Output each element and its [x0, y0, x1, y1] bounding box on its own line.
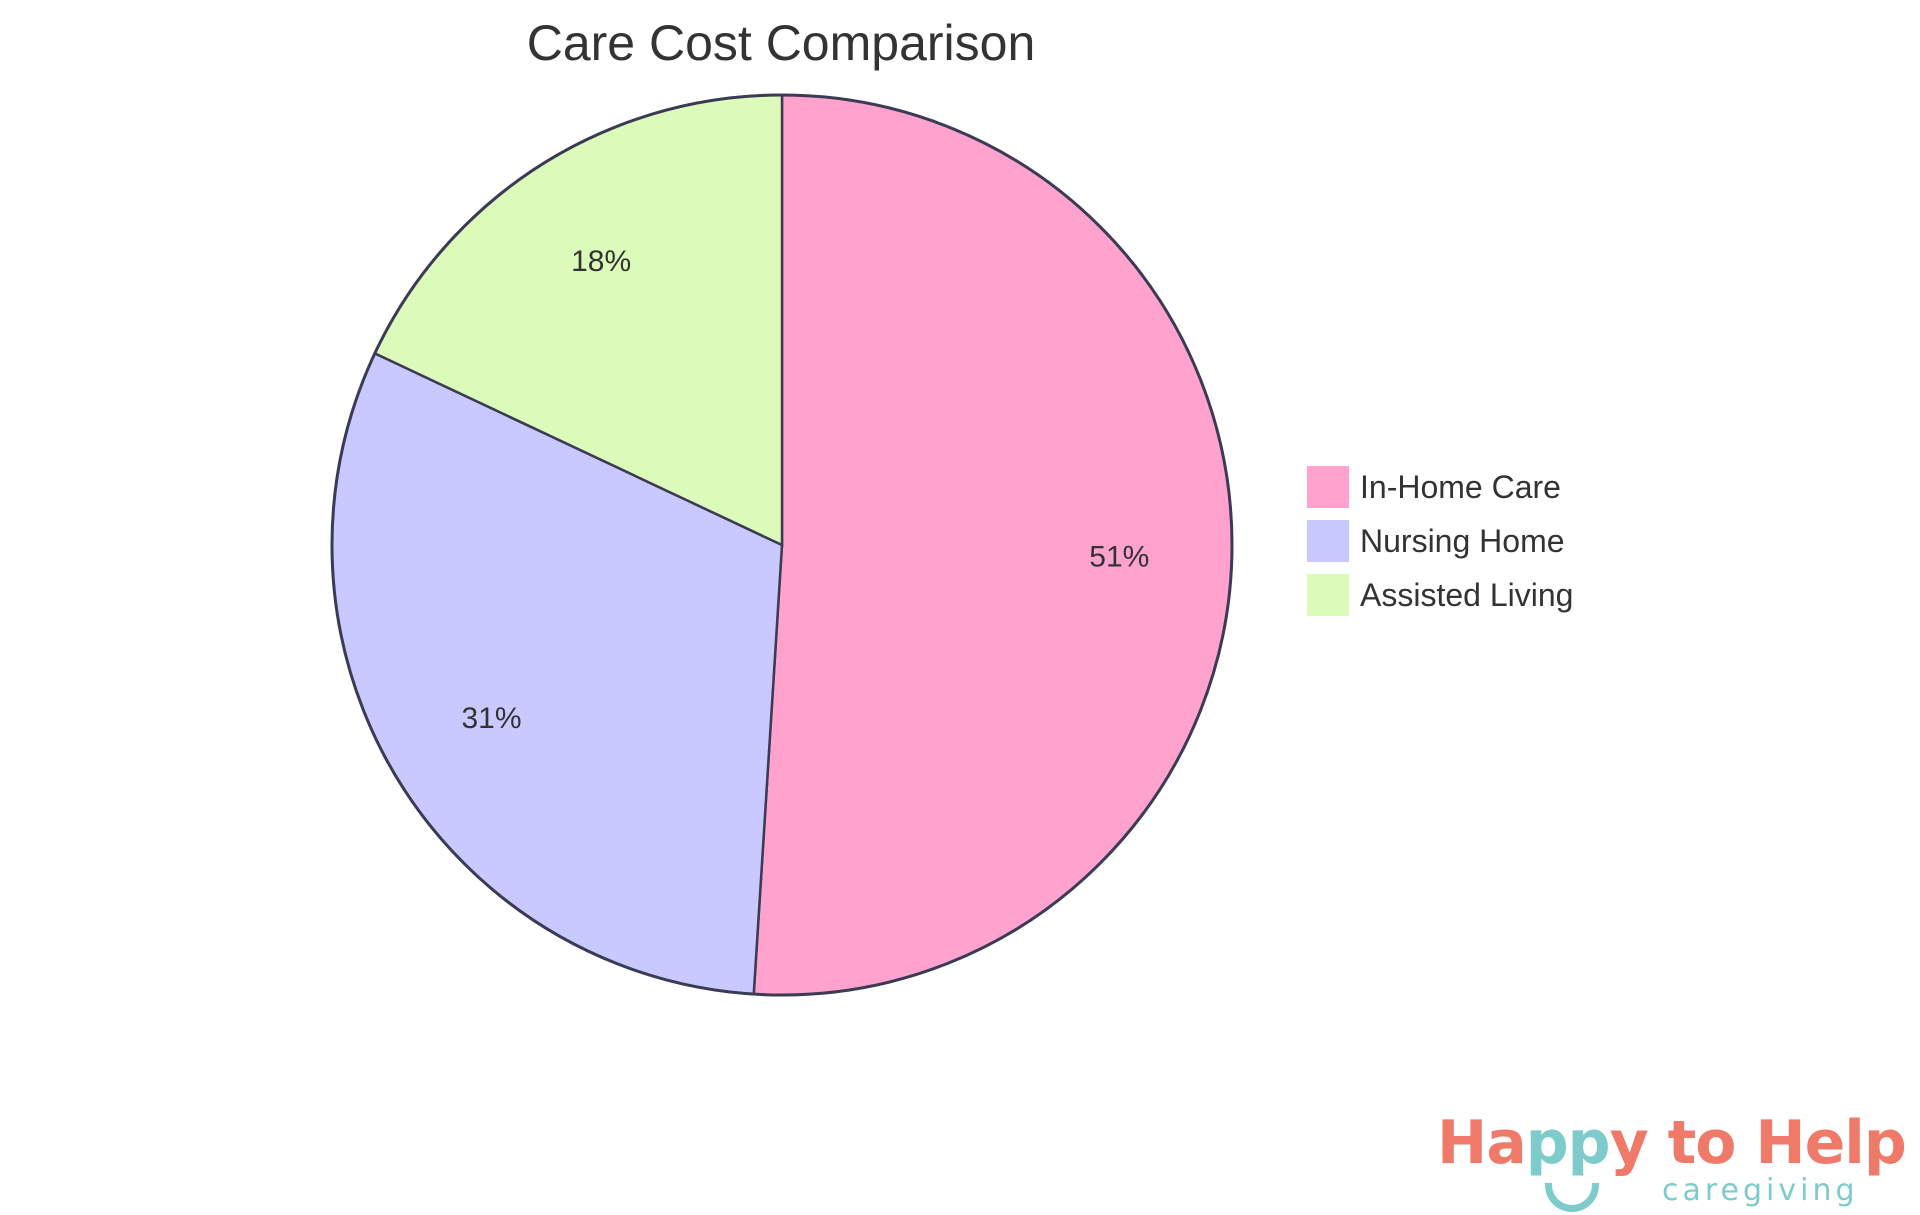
- legend-label-nursing-home: Nursing Home: [1360, 523, 1565, 559]
- smile-icon: [1545, 1183, 1599, 1212]
- legend-swatch-nursing-home: [1305, 518, 1351, 564]
- logo-subtitle: caregiving: [1662, 1173, 1859, 1208]
- logo-text-b: pp: [1525, 1108, 1611, 1178]
- slice-label-nursing-home: 31%: [461, 702, 521, 735]
- slice-label-assisted-living: 18%: [571, 245, 631, 278]
- legend-swatch-in-home-care: [1305, 464, 1351, 510]
- slice-label-in-home-care: 51%: [1089, 541, 1149, 574]
- legend-label-assisted-living: Assisted Living: [1360, 577, 1573, 613]
- logo-text-a: Ha: [1437, 1108, 1527, 1178]
- chart-title: Care Cost Comparison: [527, 15, 1036, 71]
- logo-text-c: y to Help: [1609, 1108, 1907, 1178]
- happy-to-help-logo: Happy to Help caregiving: [1437, 1108, 1907, 1212]
- pie-outline: [330, 93, 1234, 997]
- slice-in-home-care: [752, 93, 1234, 997]
- legend-swatch-assisted-living: [1305, 572, 1351, 618]
- legend-label-in-home-care: In-Home Care: [1360, 469, 1561, 505]
